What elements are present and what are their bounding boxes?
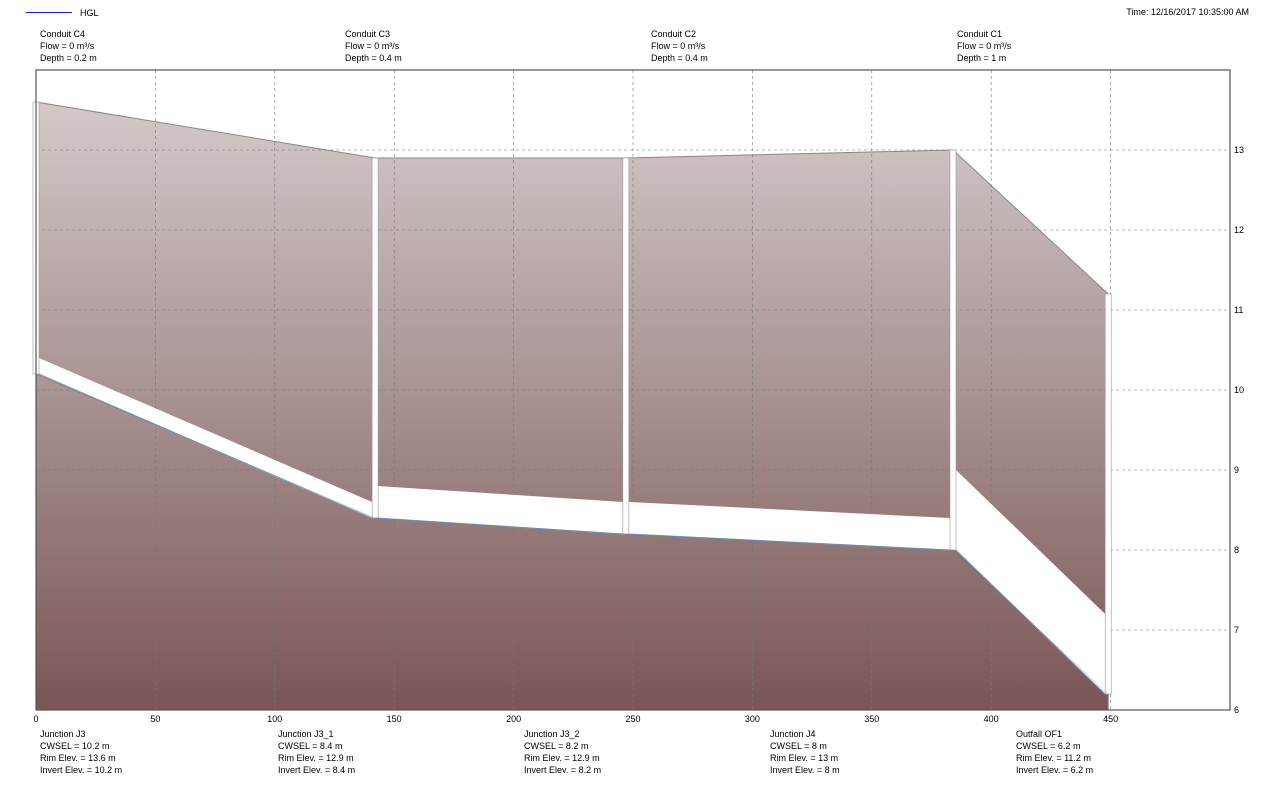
- ground-area: [35, 101, 1109, 711]
- y-tick-label: 6: [1234, 705, 1239, 715]
- node-invert: Invert Elev. = 8.2 m: [524, 765, 602, 775]
- conduit-depth: Depth = 0.2 m: [40, 53, 97, 63]
- node-invert: Invert Elev. = 10.2 m: [40, 765, 123, 775]
- node-j3-1-info: Junction J3_1 CWSEL = 8.4 m Rim Elev. = …: [278, 728, 355, 776]
- x-tick-label: 300: [745, 714, 760, 724]
- x-tick-label: 100: [267, 714, 282, 724]
- x-tick-label: 350: [864, 714, 879, 724]
- node-shaft-of1: [1104, 293, 1112, 695]
- node-rim: Rim Elev. = 12.9 m: [278, 753, 354, 763]
- node-cwsel: CWSEL = 8.4 m: [278, 741, 343, 751]
- conduit-invert-line: [378, 517, 623, 535]
- conduit-invert-line: [628, 533, 951, 551]
- conduit-name: Conduit C2: [651, 29, 697, 39]
- node-invert: Invert Elev. = 8.4 m: [278, 765, 356, 775]
- node-j4-info: Junction J4 CWSEL = 8 m Rim Elev. = 13 m…: [770, 728, 840, 776]
- node-cwsel: CWSEL = 8 m: [770, 741, 827, 751]
- x-tick-label: 450: [1103, 714, 1118, 724]
- node-rim: Rim Elev. = 12.9 m: [524, 753, 600, 763]
- conduit-c1-info: Conduit C1 Flow = 0 m³/s Depth = 1 m: [957, 28, 1011, 64]
- node-name: Junction J3_1: [278, 729, 334, 739]
- node-cwsel: CWSEL = 10.2 m: [40, 741, 110, 751]
- node-shaft-j4: [949, 149, 957, 551]
- node-shaft-j3_2: [622, 157, 630, 535]
- node-shaft-j3_1: [371, 157, 379, 519]
- x-tick-label: 200: [506, 714, 521, 724]
- conduit-invert-line: [955, 549, 1106, 695]
- time-readout: Time: 12/16/2017 10:35:00 AM: [1126, 6, 1249, 18]
- conduit-c4-info: Conduit C4 Flow = 0 m³/s Depth = 0.2 m: [40, 28, 97, 64]
- y-tick-label: 13: [1234, 145, 1244, 155]
- plot-frame: [35, 69, 1231, 711]
- legend-hgl-line: [26, 12, 72, 13]
- y-tick-label: 11: [1234, 305, 1243, 315]
- conduit-c3-info: Conduit C3 Flow = 0 m³/s Depth = 0.4 m: [345, 28, 402, 64]
- time-label: Time:: [1126, 7, 1149, 17]
- y-tick-label: 12: [1234, 225, 1244, 235]
- conduit-flow: Flow = 0 m³/s: [345, 41, 400, 51]
- conduit-depth: Depth = 0.4 m: [651, 53, 708, 63]
- conduit-depth: Depth = 1 m: [957, 53, 1007, 63]
- time-value: 12/16/2017 10:35:00 AM: [1150, 7, 1249, 17]
- conduit-c4: [39, 358, 373, 518]
- node-name: Junction J4: [770, 729, 816, 739]
- conduit-invert-line: [38, 373, 373, 519]
- x-tick-label: 400: [984, 714, 999, 724]
- y-tick-label: 8: [1234, 545, 1239, 555]
- conduit-name: Conduit C4: [40, 29, 86, 39]
- node-cwsel: CWSEL = 8.2 m: [524, 741, 589, 751]
- x-tick-label: 150: [387, 714, 402, 724]
- y-tick-label: 7: [1234, 625, 1239, 635]
- y-tick-label: 9: [1234, 465, 1239, 475]
- node-rim: Rim Elev. = 13 m: [770, 753, 839, 763]
- node-name: Junction J3: [40, 729, 86, 739]
- x-tick-label: 0: [33, 714, 38, 724]
- conduit-flow: Flow = 0 m³/s: [651, 41, 706, 51]
- node-invert: Invert Elev. = 8 m: [770, 765, 840, 775]
- hgl-series-line: [35, 373, 1109, 695]
- node-of1-info: Outfall OF1 CWSEL = 6.2 m Rim Elev. = 11…: [1016, 728, 1093, 776]
- conduit-c1: [955, 470, 1106, 694]
- node-name: Outfall OF1: [1016, 729, 1063, 739]
- legend-hgl-label: HGL: [80, 8, 99, 18]
- node-invert: Invert Elev. = 6.2 m: [1016, 765, 1094, 775]
- x-tick-label: 250: [625, 714, 640, 724]
- conduit-flow: Flow = 0 m³/s: [957, 41, 1012, 51]
- node-rim: Rim Elev. = 11.2 m: [1016, 753, 1091, 763]
- conduit-flow: Flow = 0 m³/s: [40, 41, 95, 51]
- node-rim: Rim Elev. = 13.6 m: [40, 753, 116, 763]
- conduit-name: Conduit C1: [957, 29, 1003, 39]
- y-tick-label: 10: [1234, 385, 1244, 395]
- node-name: Junction J3_2: [524, 729, 580, 739]
- conduit-depth: Depth = 0.4 m: [345, 53, 402, 63]
- conduit-name: Conduit C3: [345, 29, 391, 39]
- node-cwsel: CWSEL = 6.2 m: [1016, 741, 1081, 751]
- conduit-c2-info: Conduit C2 Flow = 0 m³/s Depth = 0.4 m: [651, 28, 708, 64]
- node-j3-2-info: Junction J3_2 CWSEL = 8.2 m Rim Elev. = …: [524, 728, 601, 776]
- node-j3-info: Junction J3 CWSEL = 10.2 m Rim Elev. = 1…: [40, 728, 122, 776]
- x-tick-label: 50: [150, 714, 160, 724]
